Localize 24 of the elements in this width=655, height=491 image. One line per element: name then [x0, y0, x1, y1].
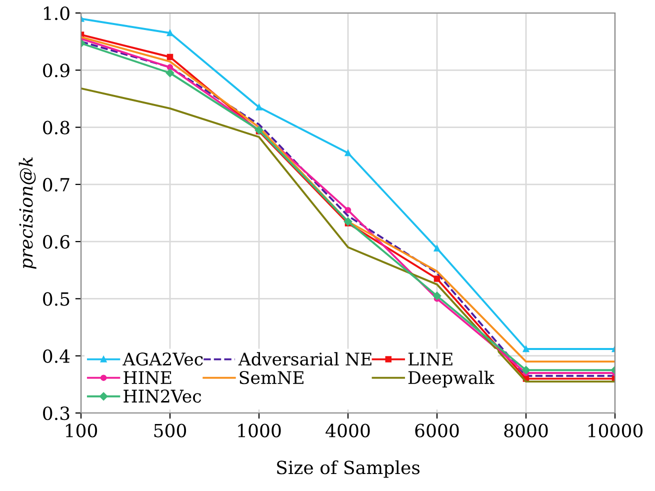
y-tick-label: 0.4 [43, 349, 70, 363]
x-tick-label: 6000 [415, 424, 459, 438]
legend-label: AGA2Vec [122, 352, 203, 366]
y-tick-label: 0.3 [43, 406, 70, 420]
y-tick-label: 0.6 [43, 235, 70, 249]
y-tick-label: 1.0 [44, 6, 70, 20]
y-tick-label: 0.5 [43, 292, 70, 306]
x-tick-label: 1000 [238, 424, 281, 438]
x-tick-label: 10000 [588, 424, 643, 438]
legend-label: Deepwalk [408, 370, 494, 388]
x-axis-title: Size of Samples [277, 460, 420, 478]
x-tick-label: 100 [66, 424, 98, 438]
legend-label: HINE [124, 371, 172, 384]
y-tick-label: 0.9 [43, 64, 70, 78]
x-tick-label: 500 [154, 424, 186, 438]
x-tick-label: 8000 [504, 424, 548, 438]
legend-label: SemNE [240, 371, 304, 384]
y-axis-title: precision@k [18, 157, 36, 269]
legend-label: LINE [408, 352, 452, 366]
x-tick-label: 4000 [326, 424, 370, 438]
y-tick-label: 0.7 [43, 178, 70, 192]
legend-label: Adversarial NE [238, 352, 372, 366]
y-tick-label: 0.8 [43, 120, 70, 134]
legend-label: HIN2Vec [124, 390, 202, 403]
